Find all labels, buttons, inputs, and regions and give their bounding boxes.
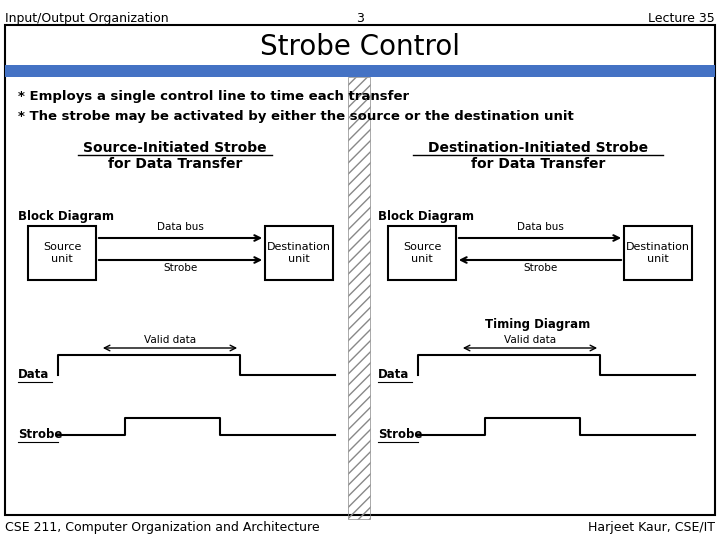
Bar xyxy=(624,226,692,280)
Text: Lecture 35: Lecture 35 xyxy=(648,12,715,25)
Text: Destination
unit: Destination unit xyxy=(267,242,331,264)
Text: Valid data: Valid data xyxy=(504,335,556,345)
Text: Strobe Control: Strobe Control xyxy=(260,33,460,61)
Bar xyxy=(348,77,370,519)
Text: Data bus: Data bus xyxy=(156,222,204,232)
Text: Strobe: Strobe xyxy=(523,263,557,273)
Text: Strobe: Strobe xyxy=(18,429,63,442)
Text: Valid data: Valid data xyxy=(144,335,196,345)
Text: Source
unit: Source unit xyxy=(42,242,81,264)
Text: Block Diagram: Block Diagram xyxy=(378,210,474,223)
Text: Block Diagram: Block Diagram xyxy=(18,210,114,223)
Text: Strobe: Strobe xyxy=(163,263,197,273)
Bar xyxy=(388,226,456,280)
Bar xyxy=(28,226,96,280)
Text: Source
unit: Source unit xyxy=(402,242,441,264)
Text: Data: Data xyxy=(18,368,50,381)
Text: Source-Initiated Strobe: Source-Initiated Strobe xyxy=(84,141,267,155)
Text: for Data Transfer: for Data Transfer xyxy=(108,157,242,171)
Text: Input/Output Organization: Input/Output Organization xyxy=(5,12,168,25)
Text: * The strobe may be activated by either the source or the destination unit: * The strobe may be activated by either … xyxy=(18,110,574,123)
Text: 3: 3 xyxy=(356,12,364,25)
Text: Destination-Initiated Strobe: Destination-Initiated Strobe xyxy=(428,141,648,155)
Text: for Data Transfer: for Data Transfer xyxy=(471,157,606,171)
Bar xyxy=(5,65,715,77)
Text: * Employs a single control line to time each transfer: * Employs a single control line to time … xyxy=(18,90,409,103)
Text: Data: Data xyxy=(378,368,410,381)
Text: Data bus: Data bus xyxy=(516,222,564,232)
Text: Harjeet Kaur, CSE/IT: Harjeet Kaur, CSE/IT xyxy=(588,521,715,534)
Text: Strobe: Strobe xyxy=(378,429,423,442)
Text: CSE 211, Computer Organization and Architecture: CSE 211, Computer Organization and Archi… xyxy=(5,521,320,534)
Text: Destination
unit: Destination unit xyxy=(626,242,690,264)
Bar xyxy=(265,226,333,280)
Text: Timing Diagram: Timing Diagram xyxy=(485,318,590,331)
